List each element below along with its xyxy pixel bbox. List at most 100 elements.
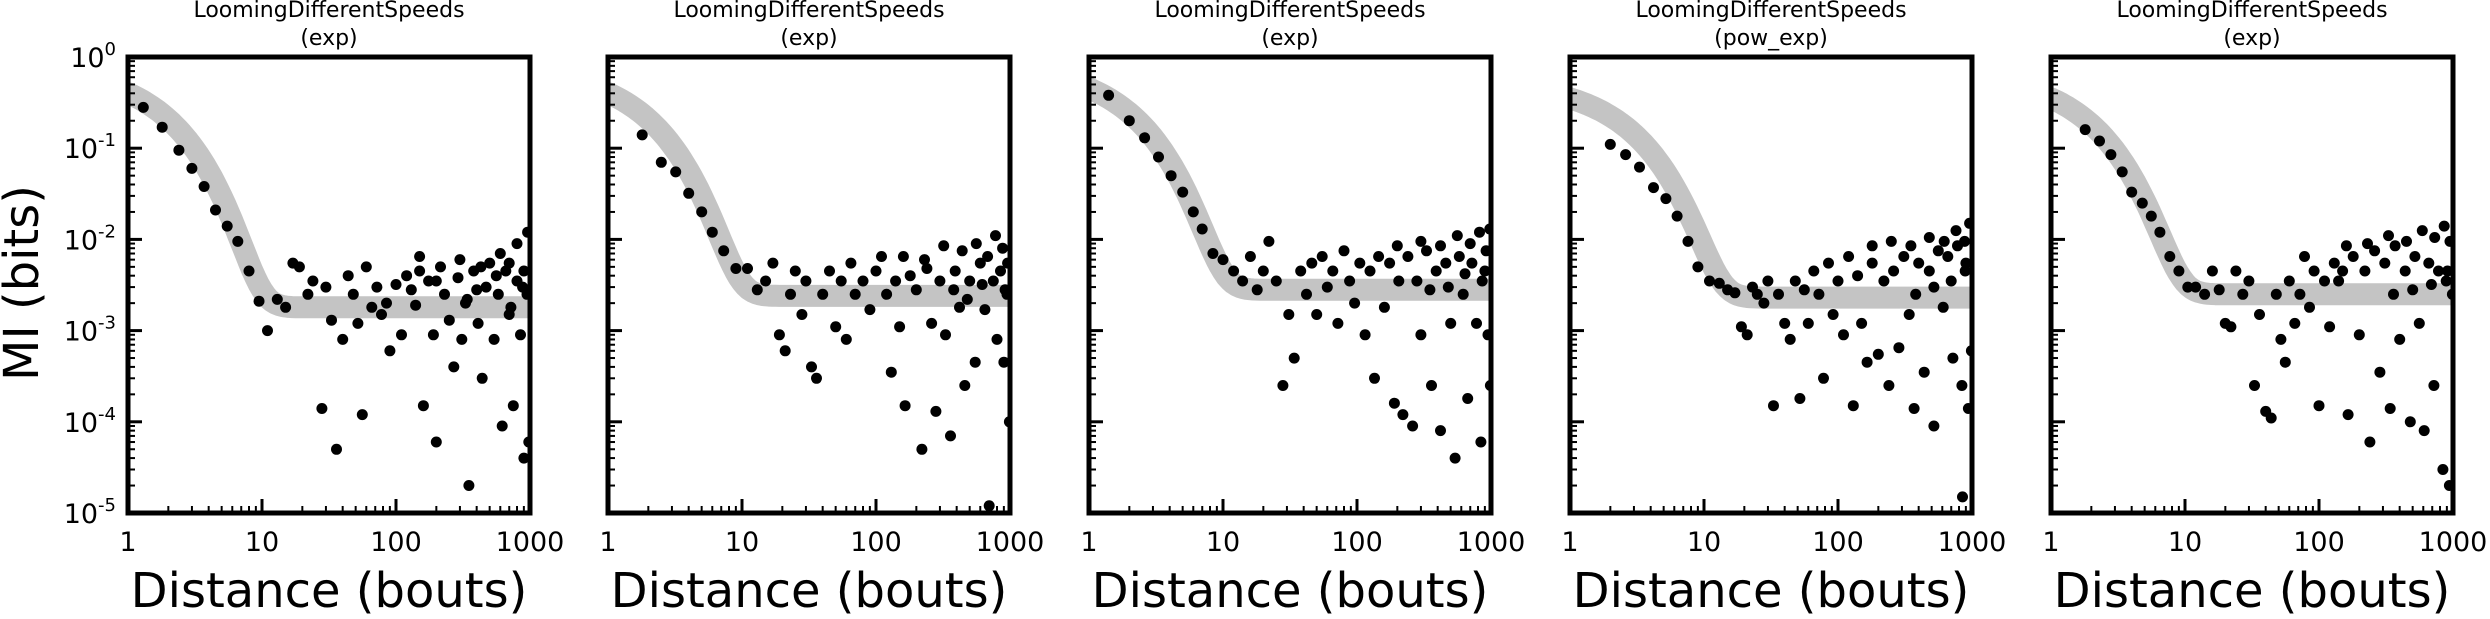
data-point [2313, 400, 2325, 412]
data-point [1391, 240, 1403, 252]
data-point [2289, 317, 2301, 329]
data-point [1415, 329, 1427, 341]
data-point [1959, 235, 1971, 247]
data-point [1244, 251, 1256, 262]
data-point [2265, 412, 2277, 424]
data-point [518, 265, 530, 277]
x-tick-label: 100 [1812, 527, 1864, 558]
data-point [484, 257, 496, 269]
data-point [1445, 317, 1457, 329]
data-point [2359, 265, 2371, 277]
data-point [517, 281, 529, 293]
data-point [1435, 240, 1446, 252]
data-point [840, 333, 852, 345]
x-tick-label: 1000 [1457, 527, 1526, 558]
data-point [221, 220, 233, 232]
data-point [488, 333, 500, 345]
data-point [1415, 235, 1427, 247]
data-point [806, 361, 817, 373]
data-point [1866, 240, 1878, 252]
data-point [1932, 245, 1944, 257]
data-point [1440, 257, 1452, 269]
data-point [243, 265, 255, 277]
data-point [1283, 309, 1295, 320]
data-point [1903, 309, 1915, 320]
x-tick-label: 1 [599, 527, 616, 558]
plot-frame [1567, 54, 1975, 516]
data-point [1741, 329, 1753, 341]
data-point [1471, 317, 1482, 329]
data-point [1910, 288, 1922, 300]
y-tick-label: 10-3 [64, 313, 116, 348]
data-point [1237, 275, 1249, 287]
data-point [1898, 251, 1910, 262]
data-point [1277, 380, 1289, 391]
x-tick-label: 100 [1331, 527, 1383, 558]
data-point [2440, 275, 2452, 287]
data-point [1306, 257, 1318, 269]
data-point [2308, 265, 2320, 277]
data-point [1773, 288, 1784, 300]
data-point [430, 275, 442, 287]
data-point [1301, 288, 1312, 300]
data-point [371, 281, 383, 293]
data-point [1251, 284, 1263, 296]
data-point [1847, 400, 1859, 412]
panel-title-line2: (exp) [1261, 26, 1318, 51]
data-point [991, 333, 1003, 345]
x-axis-label: Distance (bouts) [1573, 563, 1970, 619]
data-point [1316, 251, 1328, 262]
panel-title-line2: (exp) [2223, 26, 2280, 51]
data-point [1349, 297, 1361, 309]
data-point [2182, 281, 2194, 293]
data-point [1397, 409, 1409, 421]
data-point [472, 317, 484, 329]
data-point [885, 366, 897, 378]
data-point [2164, 251, 2176, 262]
data-point [811, 372, 822, 384]
data-point [2423, 257, 2435, 269]
data-point [2304, 301, 2315, 313]
data-point [405, 284, 417, 296]
data-point [1928, 281, 1940, 293]
data-point [2388, 288, 2399, 300]
data-point [1479, 265, 1491, 277]
x-tick-label: 10 [2168, 527, 2202, 558]
data-point [1784, 333, 1796, 345]
data-point [2230, 265, 2242, 277]
data-point [1923, 265, 1935, 277]
panels: LoomingDifferentSpeeds (exp) 1 10 100 1000 100… [64, 0, 2488, 619]
data-point [1852, 270, 1864, 282]
data-point [849, 288, 861, 300]
data-point [1196, 223, 1208, 235]
data-point [1344, 275, 1356, 287]
data-point [1802, 317, 1814, 329]
data-point [1813, 288, 1825, 300]
x-tick-label: 10 [725, 527, 759, 558]
data-point [1768, 400, 1779, 412]
data-point [897, 251, 909, 262]
data-point [730, 263, 742, 274]
data-point [1928, 420, 1940, 432]
data-point [448, 361, 460, 373]
data-point [2319, 275, 2330, 287]
data-point [964, 275, 976, 287]
data-point [1878, 275, 1890, 287]
data-point [1369, 372, 1380, 384]
data-point [742, 263, 753, 274]
data-point [1634, 161, 1645, 173]
data-point [307, 275, 319, 287]
data-point [1959, 265, 1971, 277]
data-point [490, 270, 502, 282]
data-point [1424, 284, 1436, 296]
data-point [890, 275, 902, 287]
y-tick-label: 100 [70, 39, 116, 74]
data-point [1843, 251, 1855, 262]
panel-title-line2: (pow_exp) [1714, 26, 1828, 51]
panel-4: LoomingDifferentSpeeds (pow_exp) 1 10 100 100… [1561, 0, 2006, 619]
data-point [983, 500, 995, 512]
data-point [934, 275, 946, 287]
data-point [1956, 380, 1968, 391]
data-point [2299, 251, 2310, 262]
